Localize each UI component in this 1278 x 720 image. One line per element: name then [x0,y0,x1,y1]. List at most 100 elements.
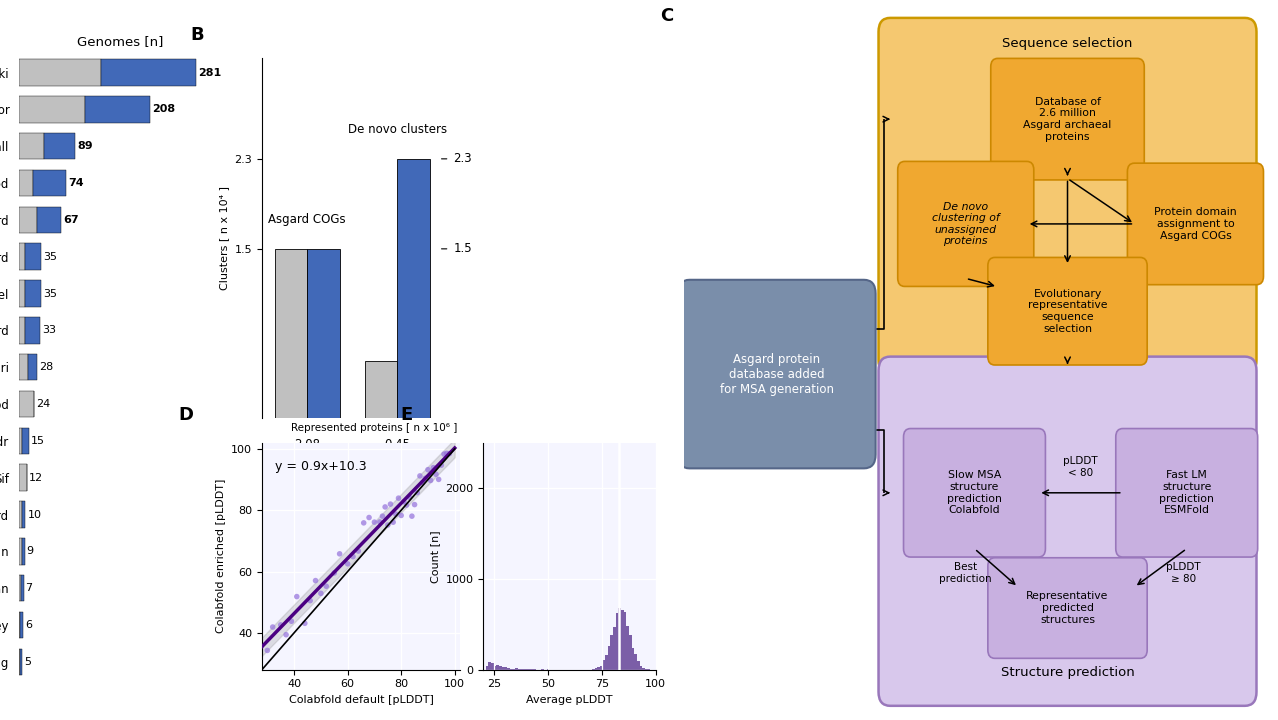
Text: 35: 35 [43,252,58,261]
Point [311,588,331,599]
Point [386,508,406,520]
Text: 6: 6 [24,620,32,630]
Point [343,551,363,562]
Point [381,498,401,510]
Text: 74: 74 [68,178,83,188]
Bar [19,391,35,418]
Bar [19,317,26,343]
Point [262,621,282,633]
Bar [20,612,23,639]
Point [281,616,302,627]
Bar [602,660,606,670]
Bar [28,354,37,380]
Point [420,474,441,486]
Point [415,472,436,484]
Bar [19,501,22,528]
Bar [636,661,640,670]
Bar [19,464,27,491]
Text: 67: 67 [64,215,79,225]
Text: 281: 281 [198,68,221,78]
Point [431,459,451,471]
Bar [502,667,505,670]
Text: y = 0.9x+10.3: y = 0.9x+10.3 [275,460,367,473]
Text: 2.08: 2.08 [294,438,320,451]
Text: 2.3: 2.3 [454,153,472,166]
Bar [626,626,629,670]
Text: 10: 10 [27,510,41,520]
Bar [608,646,611,670]
Point [440,448,460,459]
Point [364,516,385,528]
Point [428,474,449,485]
Point [389,492,409,504]
Bar [19,96,86,122]
Bar [33,170,66,197]
Point [316,580,336,592]
Bar [507,667,510,670]
X-axis label: Colabfold default [pLDDT]: Colabfold default [pLDDT] [289,695,433,705]
Bar [613,626,616,670]
Bar [505,667,507,670]
Bar [86,96,151,122]
Bar [20,649,22,675]
Text: Evolutionary
representative
sequence
selection: Evolutionary representative sequence sel… [1028,289,1107,333]
FancyBboxPatch shape [878,18,1256,374]
Bar [510,669,512,670]
Bar [19,243,26,270]
X-axis label: Represented proteins [ n x 10⁶ ]: Represented proteins [ n x 10⁶ ] [290,423,458,433]
Text: 1.5: 1.5 [454,243,472,256]
Bar [619,608,621,670]
Bar [19,575,20,601]
Bar [19,538,22,564]
Bar [19,59,101,86]
Bar [19,354,28,380]
Bar [597,667,599,670]
Bar [486,666,488,670]
Bar [498,665,502,670]
Bar [491,663,493,670]
Bar [629,635,631,670]
Bar [616,613,619,670]
Point [348,545,368,557]
Text: Structure prediction: Structure prediction [1001,667,1135,680]
Point [399,491,419,503]
Text: pLDDT
≥ 80: pLDDT ≥ 80 [1167,562,1201,584]
Bar [275,249,307,418]
Bar [22,538,24,564]
Text: 24: 24 [36,399,50,409]
FancyBboxPatch shape [1127,163,1264,284]
Bar [26,317,40,343]
Bar [19,133,45,159]
Point [305,575,326,586]
Text: 7: 7 [26,583,33,593]
FancyBboxPatch shape [677,280,875,469]
Bar [493,666,496,670]
Bar [26,280,41,307]
Bar [307,249,340,418]
Bar [648,669,651,670]
Point [423,462,443,474]
Bar [37,207,61,233]
Bar [19,207,37,233]
Point [359,512,380,523]
FancyBboxPatch shape [1116,428,1258,557]
X-axis label: Average pLDDT: Average pLDDT [527,695,612,705]
FancyBboxPatch shape [988,258,1148,365]
Text: Sequence selection: Sequence selection [1002,37,1132,50]
Text: 0.45: 0.45 [385,438,410,451]
Point [286,591,307,603]
Text: 9: 9 [27,546,35,557]
Point [383,516,404,528]
Bar [397,159,429,418]
Point [391,510,412,521]
Bar [488,662,491,670]
Bar [101,59,197,86]
Text: Asgard COGs: Asgard COGs [268,213,346,226]
Text: B: B [190,26,204,44]
Y-axis label: Colabfold enriched [pLDDT]: Colabfold enriched [pLDDT] [216,479,226,634]
Bar [645,669,648,670]
Point [295,618,316,629]
Bar [640,666,643,670]
Text: Best
prediction: Best prediction [939,562,992,584]
Text: 89: 89 [77,141,93,151]
